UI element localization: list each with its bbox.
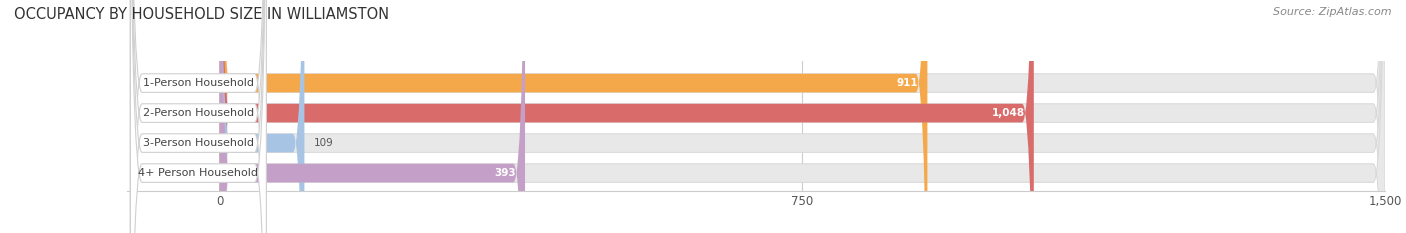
FancyBboxPatch shape <box>131 0 266 233</box>
Text: 109: 109 <box>314 138 333 148</box>
Text: 2-Person Household: 2-Person Household <box>143 108 254 118</box>
FancyBboxPatch shape <box>219 0 1385 233</box>
Text: 4+ Person Household: 4+ Person Household <box>138 168 259 178</box>
Text: Source: ZipAtlas.com: Source: ZipAtlas.com <box>1274 7 1392 17</box>
FancyBboxPatch shape <box>219 0 1385 233</box>
FancyBboxPatch shape <box>219 0 1385 233</box>
Text: OCCUPANCY BY HOUSEHOLD SIZE IN WILLIAMSTON: OCCUPANCY BY HOUSEHOLD SIZE IN WILLIAMST… <box>14 7 389 22</box>
FancyBboxPatch shape <box>219 0 524 233</box>
FancyBboxPatch shape <box>131 0 266 233</box>
Text: 911: 911 <box>897 78 918 88</box>
FancyBboxPatch shape <box>219 0 928 233</box>
Text: 1,048: 1,048 <box>991 108 1025 118</box>
FancyBboxPatch shape <box>219 0 1385 233</box>
FancyBboxPatch shape <box>131 0 266 233</box>
FancyBboxPatch shape <box>219 0 1033 233</box>
Text: 1-Person Household: 1-Person Household <box>143 78 254 88</box>
Text: 393: 393 <box>494 168 516 178</box>
FancyBboxPatch shape <box>131 0 266 233</box>
FancyBboxPatch shape <box>219 0 305 233</box>
Text: 3-Person Household: 3-Person Household <box>143 138 254 148</box>
